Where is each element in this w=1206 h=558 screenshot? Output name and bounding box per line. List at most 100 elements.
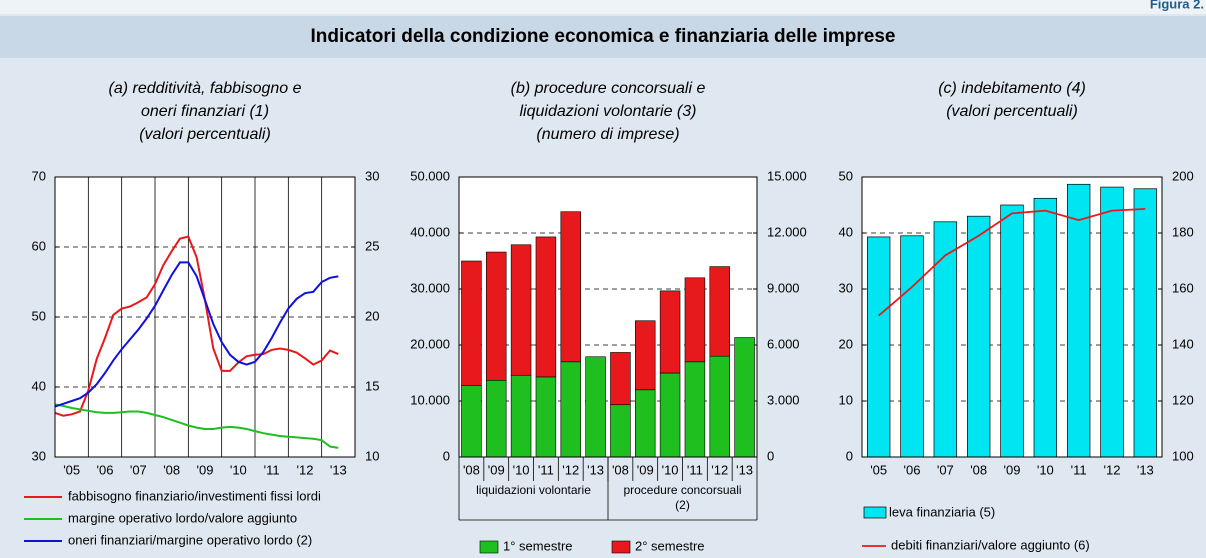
x-tick-label: '05 (870, 462, 887, 477)
legend-label: fabbisogno finanziario/investimenti fiss… (68, 488, 321, 503)
x-tick-label: '12 (297, 462, 314, 477)
group-label: procedure concorsuali (2) (623, 483, 742, 512)
y2-tick-label: 25 (365, 238, 379, 253)
bar (933, 221, 958, 458)
bar-segment (635, 389, 656, 458)
bar-segment (585, 356, 606, 458)
x-tick-label: '09 (637, 462, 654, 477)
bar (900, 235, 924, 458)
plot-frame (54, 176, 356, 458)
bar-segment (635, 320, 656, 391)
bar (1066, 183, 1091, 458)
y-tick-label: 60 (32, 238, 46, 253)
y2-tick-label: 140 (1172, 336, 1194, 351)
y2-tick-label: 15.000 (767, 168, 807, 183)
y2-tick-label: 6.000 (767, 336, 800, 351)
y-tick-label: 10.000 (410, 392, 450, 407)
bar-segment (734, 337, 755, 458)
bar-segment (510, 244, 532, 376)
bar-segment (510, 374, 532, 458)
bar (1100, 186, 1124, 458)
y2-tick-label: 160 (1172, 280, 1194, 295)
y-tick-label: 30.000 (410, 280, 450, 295)
y2-tick-label: 30 (365, 168, 379, 183)
x-tick-label: '12 (1104, 462, 1121, 477)
x-tick-label: '10 (230, 462, 247, 477)
bar-segment (684, 277, 706, 363)
x-tick-label: '13 (587, 462, 604, 477)
bar-segment (535, 376, 557, 458)
x-tick-label: '09 (488, 462, 505, 477)
y-tick-label: 40.000 (410, 224, 450, 239)
series-line (54, 403, 339, 449)
x-tick-label: '08 (163, 462, 180, 477)
x-tick-label: '06 (97, 462, 114, 477)
y-tick-label: 30 (32, 448, 46, 463)
x-tick-label: '05 (63, 462, 80, 477)
series-line (878, 208, 1146, 317)
bar (1133, 188, 1158, 458)
panel-title: (numero di imprese) (536, 126, 679, 143)
x-tick-label: '08 (463, 462, 480, 477)
y-tick-label: 40 (32, 378, 46, 393)
plot-frame (458, 176, 758, 458)
y-tick-label: 20.000 (410, 336, 450, 351)
panel-title: (a) redditività, fabbisogno e (109, 80, 302, 97)
y-tick-label: 40 (839, 224, 853, 239)
x-tick-label: '12 (562, 462, 579, 477)
bar-segment (486, 251, 507, 381)
legend-label: margine operativo lordo/valore aggiunto (68, 510, 297, 525)
legend-label: 2° semestre (635, 538, 705, 553)
y2-tick-label: 12.000 (767, 224, 807, 239)
y-tick-label: 70 (32, 168, 46, 183)
y-tick-label: 30 (839, 280, 853, 295)
bar-segment (659, 290, 681, 374)
y2-tick-label: 20 (365, 308, 379, 323)
plot-frame (861, 176, 1163, 458)
x-tick-label: '11 (687, 462, 703, 477)
y-tick-label: 0 (443, 448, 450, 463)
y-tick-label: 10 (839, 392, 853, 407)
y2-tick-label: 180 (1172, 224, 1194, 239)
bar-segment (461, 385, 482, 458)
bar-segment (560, 211, 581, 363)
bar-segment (659, 372, 681, 458)
bar-segment (684, 361, 706, 458)
bar-segment (610, 404, 631, 458)
y2-tick-label: 15 (365, 378, 379, 393)
top-strip (0, 0, 1206, 14)
x-tick-label: '12 (711, 462, 728, 477)
panel-title: liquidazioni volontarie (3) (520, 103, 697, 120)
bar-segment (709, 266, 730, 357)
panel-title: (valori percentuali) (946, 103, 1078, 120)
y2-tick-label: 9.000 (767, 280, 800, 295)
x-tick-label: '07 (130, 462, 147, 477)
bar (966, 215, 991, 458)
x-tick-label: '06 (904, 462, 921, 477)
legend-label: 1° semestre (503, 538, 573, 553)
group-label-box: procedure concorsuali (2) (623, 483, 742, 512)
legend-label: debiti finanziari/valore aggiunto (6) (891, 537, 1090, 552)
x-tick-label: '10 (513, 462, 530, 477)
x-tick-label: '08 (970, 462, 987, 477)
x-tick-label: '10 (1037, 462, 1054, 477)
bar (1033, 197, 1058, 458)
panel-title: oneri finanziari (1) (141, 103, 269, 120)
x-tick-label: '11 (264, 462, 280, 477)
title-band (0, 16, 1206, 58)
y2-tick-label: 200 (1172, 168, 1194, 183)
group-label: liquidazioni volontarie (476, 483, 591, 497)
x-tick-label: '08 (612, 462, 629, 477)
x-tick-label: '13 (330, 462, 347, 477)
y2-tick-label: 120 (1172, 392, 1194, 407)
x-tick-label: '10 (662, 462, 679, 477)
group-label-box: liquidazioni volontarie (476, 483, 591, 497)
x-tick-label: '13 (1137, 462, 1154, 477)
series-line (54, 261, 339, 408)
panel-title: (valori percentuali) (139, 126, 271, 143)
bar-segment (535, 236, 557, 378)
legend-label: oneri finanziari/margine operativo lordo… (68, 532, 312, 547)
y2-tick-label: 3.000 (767, 392, 800, 407)
y2-tick-label: 0 (767, 448, 774, 463)
